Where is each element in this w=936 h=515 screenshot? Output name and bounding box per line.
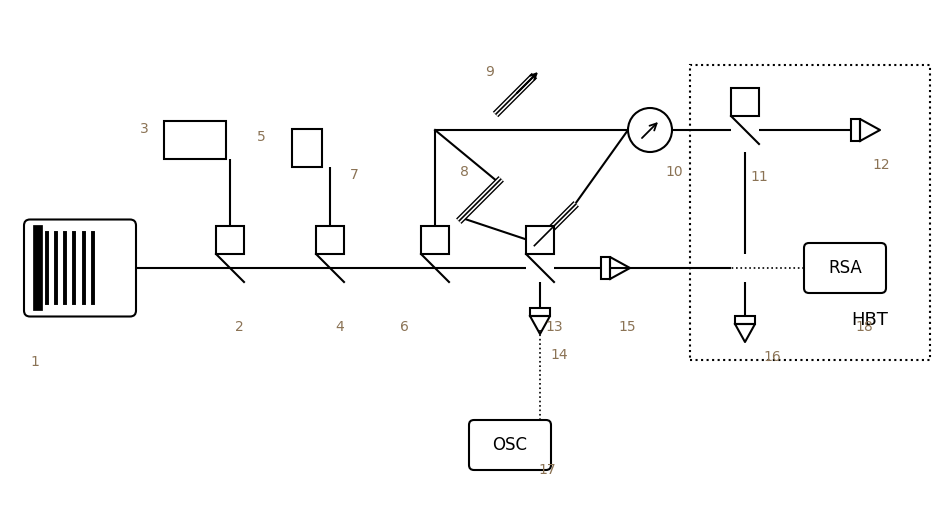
Text: 14: 14 bbox=[549, 348, 567, 362]
Text: 11: 11 bbox=[749, 170, 767, 184]
Bar bbox=[292, 129, 322, 167]
FancyBboxPatch shape bbox=[803, 243, 885, 293]
Bar bbox=[734, 316, 754, 324]
Bar bbox=[525, 226, 553, 254]
Text: 3: 3 bbox=[139, 122, 149, 136]
FancyBboxPatch shape bbox=[24, 219, 136, 317]
Bar bbox=[689, 65, 929, 360]
Text: 15: 15 bbox=[618, 320, 635, 334]
Bar bbox=[530, 308, 549, 316]
Text: OSC: OSC bbox=[492, 436, 527, 454]
Text: HBT: HBT bbox=[851, 311, 887, 329]
Text: 8: 8 bbox=[460, 165, 468, 179]
Text: 4: 4 bbox=[335, 320, 344, 334]
Text: 5: 5 bbox=[256, 130, 266, 144]
Circle shape bbox=[627, 108, 671, 152]
Text: RSA: RSA bbox=[827, 259, 861, 277]
Bar bbox=[420, 226, 448, 254]
Text: 7: 7 bbox=[350, 168, 358, 182]
Text: 12: 12 bbox=[871, 158, 888, 172]
FancyBboxPatch shape bbox=[469, 420, 550, 470]
Bar bbox=[216, 226, 243, 254]
Bar bbox=[315, 226, 344, 254]
Text: 2: 2 bbox=[235, 320, 243, 334]
Bar bbox=[164, 121, 226, 159]
Text: 13: 13 bbox=[545, 320, 562, 334]
Text: 17: 17 bbox=[537, 463, 555, 477]
Text: 18: 18 bbox=[854, 320, 871, 334]
Text: 9: 9 bbox=[485, 65, 493, 79]
Text: 16: 16 bbox=[762, 350, 780, 364]
Bar bbox=[730, 88, 758, 116]
Text: 1: 1 bbox=[30, 355, 38, 369]
Bar bbox=[850, 119, 859, 141]
Text: 6: 6 bbox=[400, 320, 408, 334]
Bar bbox=[600, 257, 609, 279]
Text: 10: 10 bbox=[665, 165, 682, 179]
